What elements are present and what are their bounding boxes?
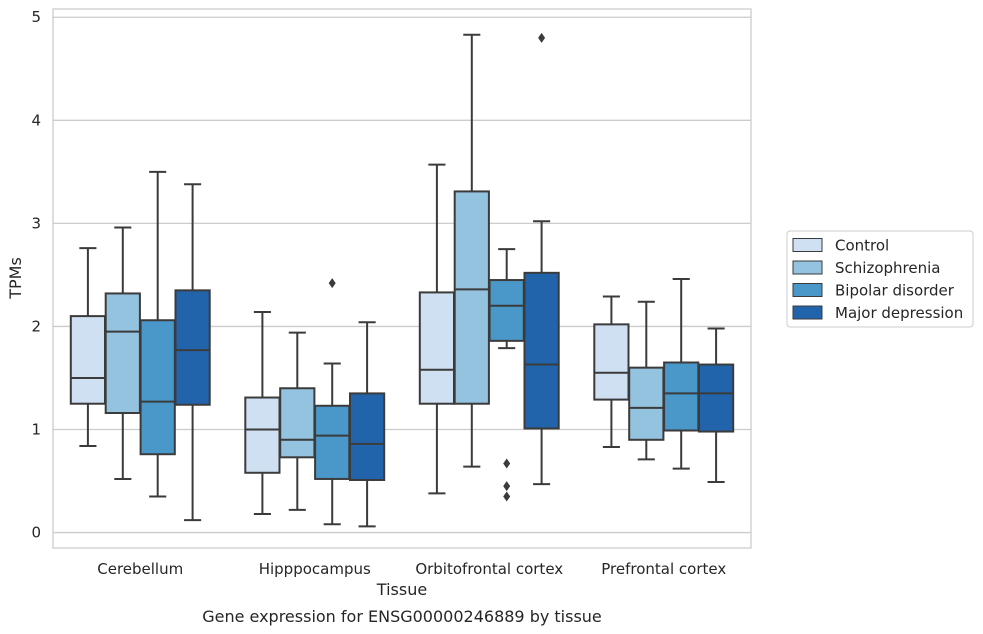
- box-0-1: [104, 226, 141, 480]
- legend-frame: [786, 230, 974, 328]
- x-tick-label: Cerebellum: [97, 560, 183, 578]
- box-2-3: [523, 32, 560, 486]
- x-axis-title: Tissue: [376, 580, 427, 599]
- box-body: [628, 366, 665, 441]
- legend-swatch: [792, 283, 823, 297]
- outlier-point: [503, 481, 511, 492]
- legend-swatch: [792, 305, 823, 320]
- box-body: [174, 289, 211, 406]
- box-0-0: [69, 247, 107, 447]
- legend-label: Bipolar disorder: [835, 282, 955, 300]
- x-tick-labels: Cerebellum Hipppocampus Orbitofrontal cort…: [97, 560, 726, 578]
- box-body: [488, 279, 525, 342]
- chart-caption: Gene expression for ENSG00000246889 by t…: [202, 607, 602, 626]
- outlier-point: [538, 32, 546, 43]
- x-tick-label: Prefrontal cortex: [601, 560, 726, 578]
- box-body: [69, 315, 107, 405]
- box-3-0: [593, 295, 630, 449]
- box-3-3: [697, 327, 735, 484]
- box-3-1: [628, 300, 665, 461]
- box-body: [314, 404, 351, 480]
- plot-area: [53, 9, 751, 548]
- gridlines: [53, 16, 751, 534]
- legend-label: Control: [835, 237, 889, 255]
- box-body: [139, 319, 176, 456]
- box-body: [104, 292, 141, 414]
- box-3-2: [663, 278, 700, 470]
- box-groups: [69, 32, 735, 528]
- box-0-3: [174, 183, 211, 522]
- box-1-1: [279, 331, 316, 511]
- y-axis-title: TPMs: [6, 257, 25, 300]
- box-2-0: [418, 163, 456, 495]
- box-1-3: [348, 321, 386, 528]
- y-tick-label: 4: [31, 111, 41, 129]
- x-tick-label: Orbitofrontal cortex: [415, 560, 563, 578]
- box-body: [453, 190, 490, 405]
- box-body: [244, 396, 281, 474]
- outlier-point: [503, 491, 511, 502]
- plot-frame: [52, 8, 752, 549]
- box-1-2: [314, 278, 351, 526]
- outlier-point: [328, 278, 336, 289]
- y-tick-label: 0: [31, 524, 41, 542]
- legend-label: Schizophrenia: [835, 259, 940, 277]
- box-body: [279, 387, 316, 459]
- y-tick-label: 5: [31, 8, 41, 26]
- y-tick-label: 1: [31, 420, 41, 438]
- y-tick-label: 2: [31, 317, 41, 335]
- legend: Control Schizophrenia Bipolar disorder Majo…: [786, 230, 974, 328]
- box-body: [663, 361, 700, 432]
- outlier-point: [503, 458, 511, 469]
- box-body: [418, 291, 456, 405]
- box-2-2: [488, 248, 525, 502]
- y-tick-labels: 0 1 2 3 4 5: [31, 8, 41, 541]
- box-0-2: [139, 170, 176, 498]
- legend-label: Major depression: [835, 304, 963, 322]
- box-body: [348, 392, 386, 481]
- legend-swatch: [792, 238, 823, 252]
- legend-swatch: [792, 260, 823, 275]
- x-tick-label: Hipppocampus: [259, 560, 371, 578]
- box-body: [593, 323, 630, 401]
- box-2-1: [453, 33, 490, 468]
- y-tick-label: 3: [31, 214, 41, 232]
- box-body: [523, 271, 560, 430]
- box-body: [697, 363, 735, 433]
